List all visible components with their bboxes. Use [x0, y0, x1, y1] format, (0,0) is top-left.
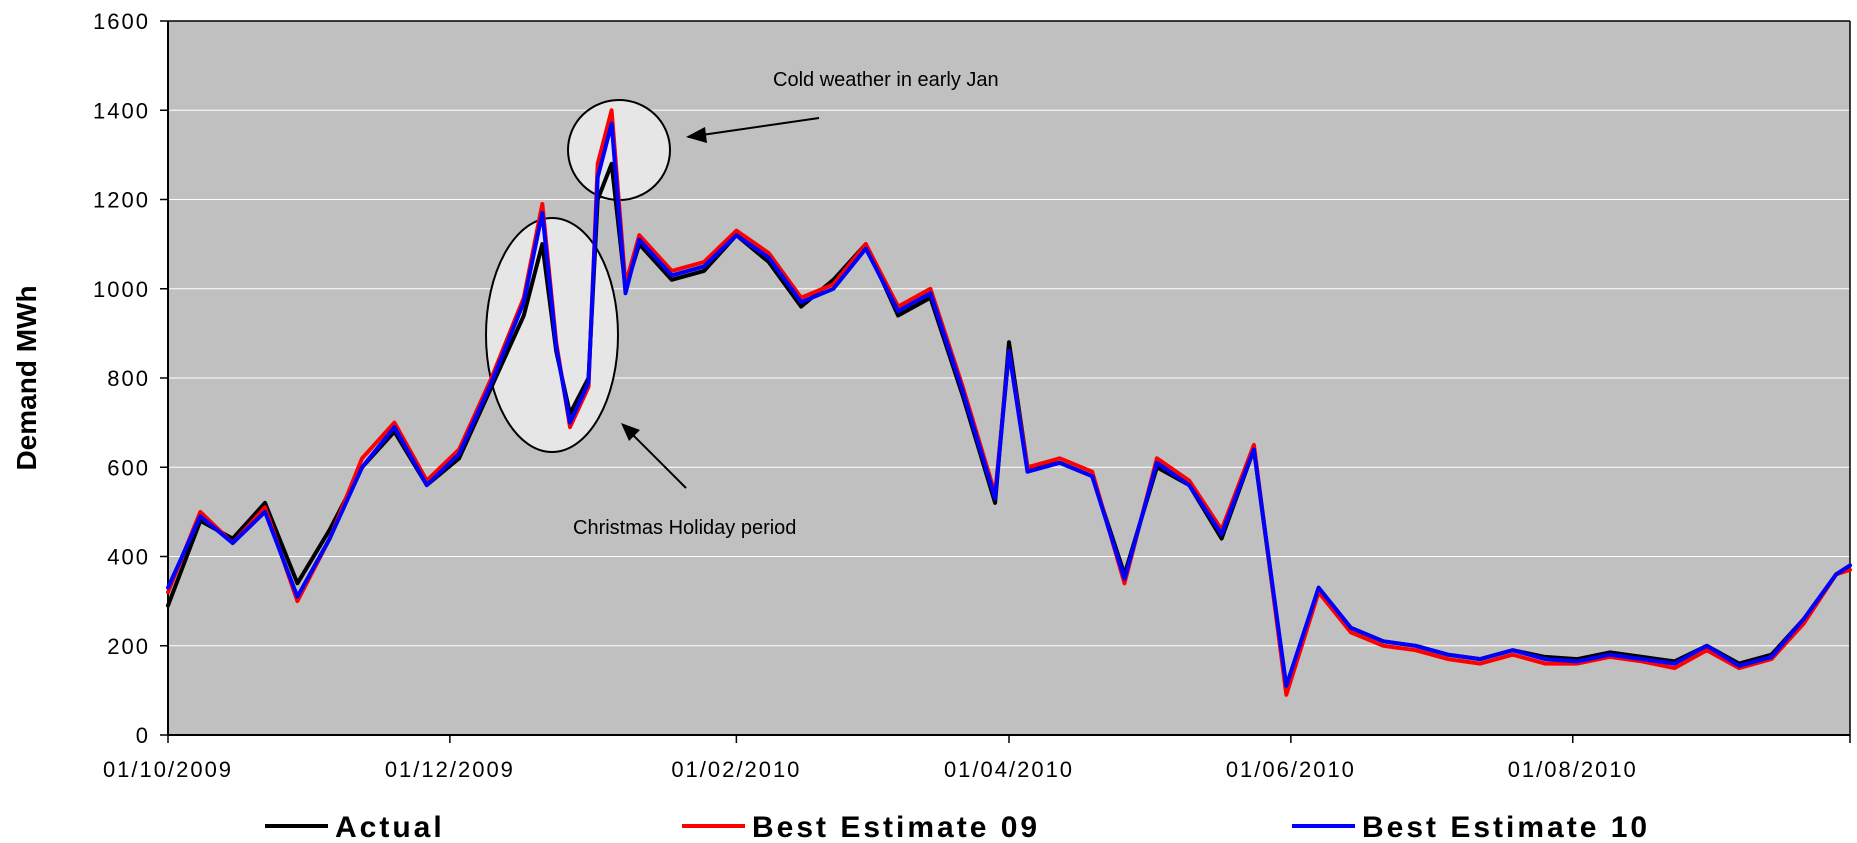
x-tick-label: 01/12/2009: [385, 757, 515, 782]
legend-item-actual: Actual: [265, 811, 445, 843]
y-axis-ticks: 0 200 400 600 800 1000 1200 1400 1600: [93, 9, 168, 748]
annotations: Cold weather in early Jan Christmas Holi…: [573, 69, 999, 539]
x-axis-ticks: 01/10/2009 01/12/2009 01/02/2010 01/04/2010…: [103, 735, 1851, 782]
series-line-best-estimate-10: [166, 121, 1852, 688]
y-tick-label: 1400: [93, 98, 150, 123]
legend-label-best-estimate-09: Best Estimate 09: [752, 811, 1040, 843]
y-tick-label: 600: [107, 455, 150, 480]
y-tick-label: 0: [136, 723, 150, 748]
y-tick-label: 800: [107, 366, 150, 391]
annotation-cold-weather-arrowhead: [686, 127, 707, 143]
christmas-ellipse: [485, 217, 619, 453]
x-tick-label: 01/06/2010: [1226, 757, 1356, 782]
annotation-christmas: Christmas Holiday period: [573, 517, 796, 539]
y-axis-label: Demand MWh: [11, 285, 42, 470]
y-tick-label: 400: [107, 545, 150, 570]
x-tick-label: 01/08/2010: [1508, 757, 1638, 782]
y-tick-label: 1200: [93, 188, 150, 213]
y-tick-label: 1000: [93, 277, 150, 302]
legend-label-actual: Actual: [335, 811, 445, 843]
x-tick-label: 01/10/2009: [103, 757, 233, 782]
y-tick-label: 1600: [93, 9, 150, 34]
legend-label-best-estimate-10: Best Estimate 10: [1362, 811, 1650, 843]
legend: Actual Best Estimate 09 Best Estimate 10: [265, 811, 1650, 843]
series-lines: [166, 108, 1852, 697]
legend-item-best-estimate-10: Best Estimate 10: [1292, 811, 1650, 843]
x-tick-label: 01/02/2010: [671, 757, 801, 782]
annotation-cold-weather-arrow: [687, 117, 820, 138]
legend-item-best-estimate-09: Best Estimate 09: [682, 811, 1040, 843]
annotation-cold-weather: Cold weather in early Jan: [773, 69, 999, 91]
annotation-christmas-arrowhead: [621, 423, 640, 441]
x-tick-label: 01/04/2010: [944, 757, 1074, 782]
y-tick-label: 200: [107, 634, 150, 659]
